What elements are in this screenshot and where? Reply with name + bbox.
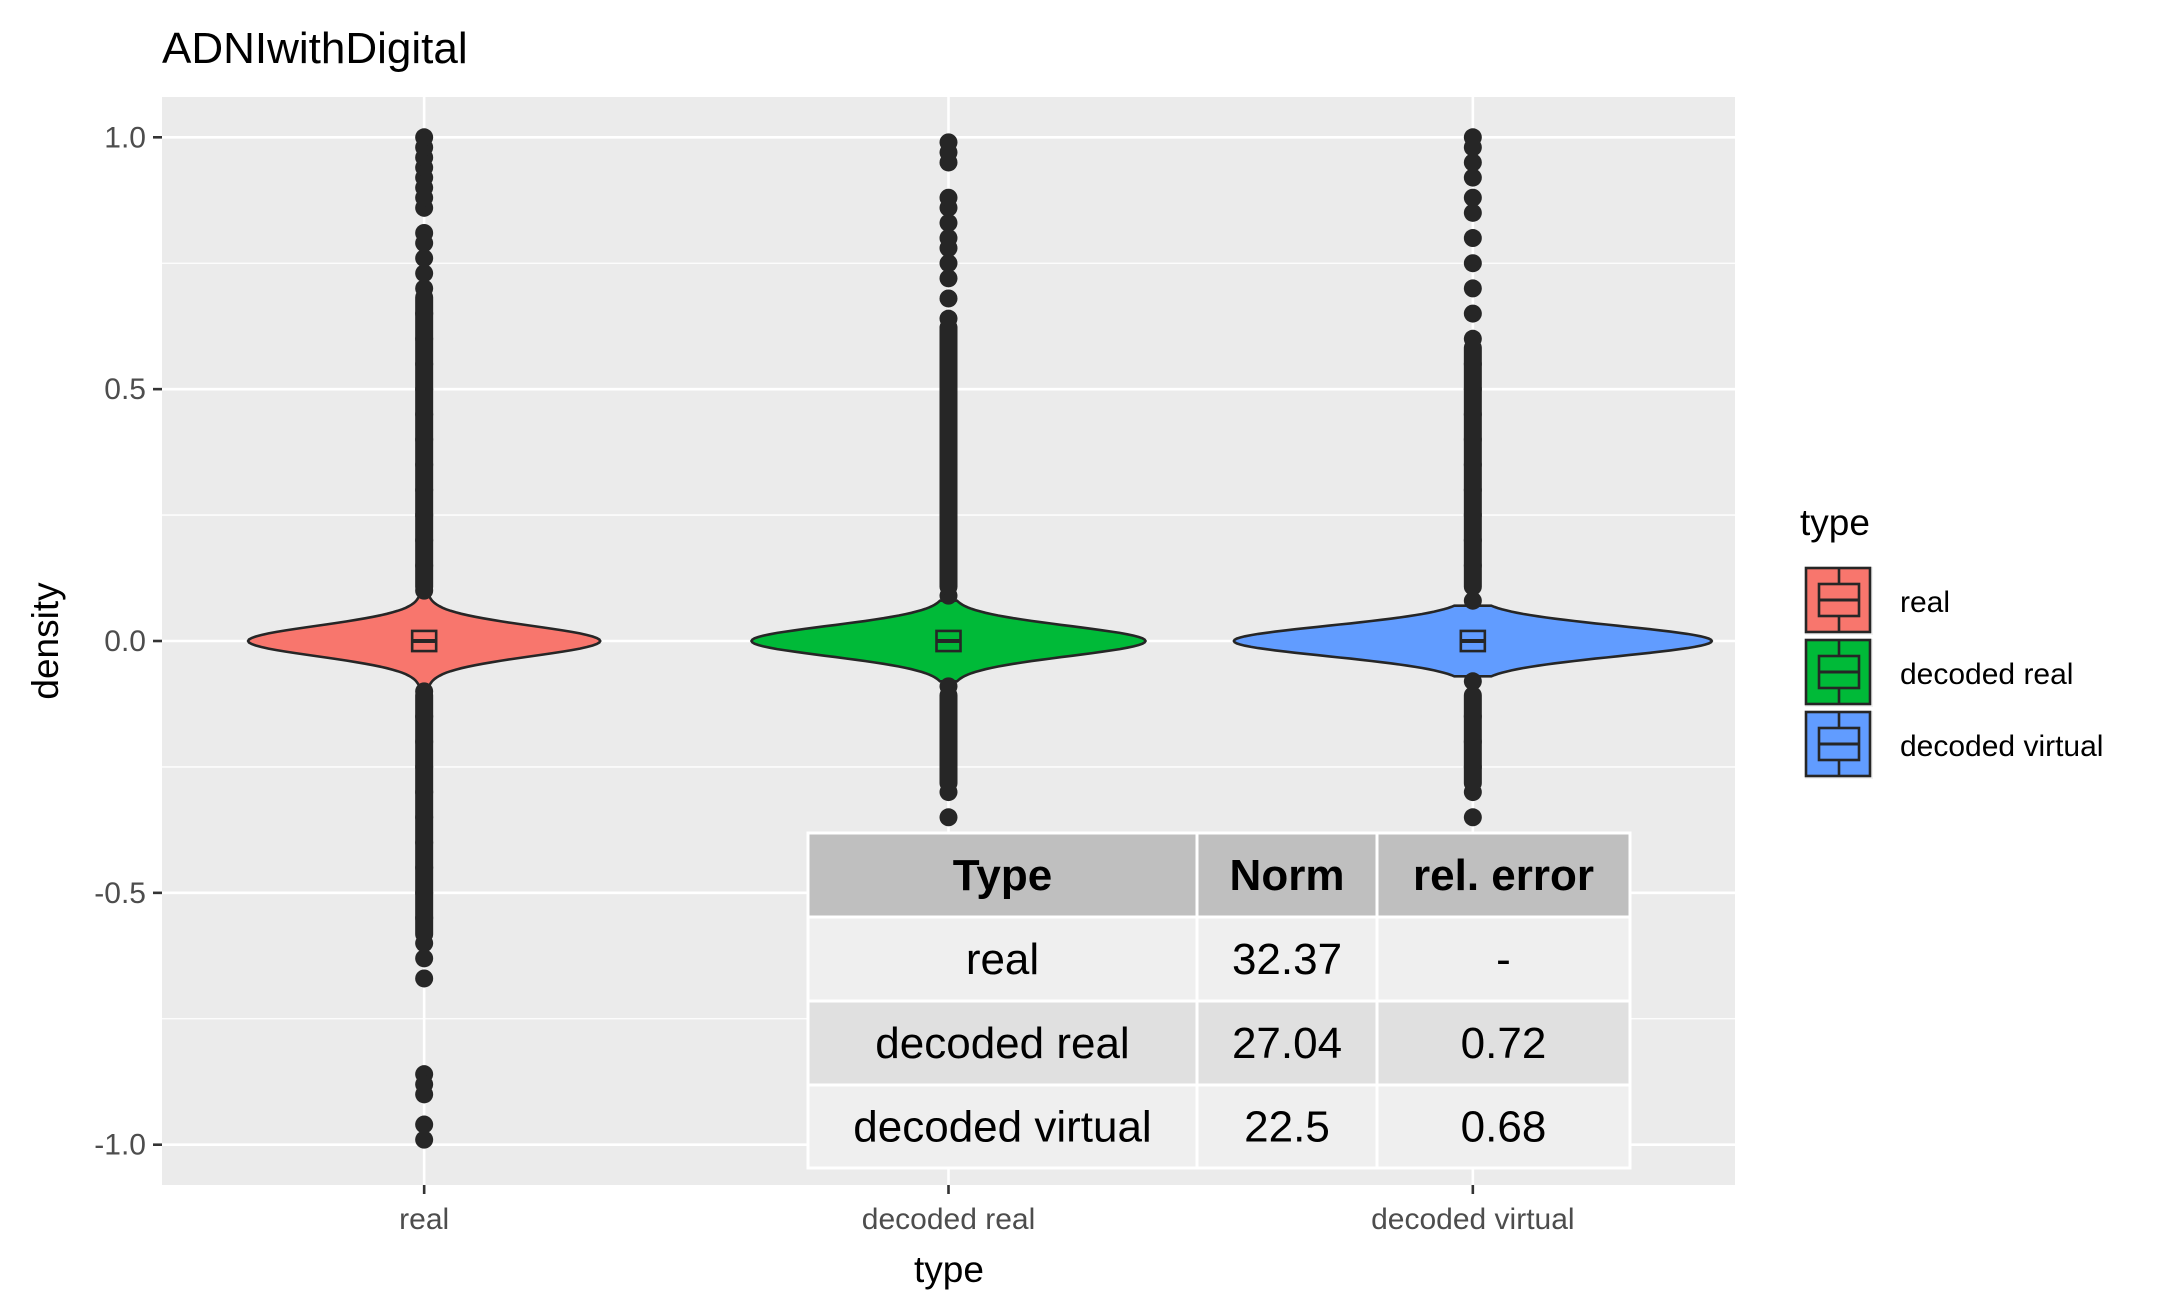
y-tick-label: 1.0 — [104, 121, 146, 154]
outlier-point — [415, 224, 434, 242]
legend-label: decoded virtual — [1900, 730, 2103, 763]
outlier-point — [1463, 128, 1482, 147]
outlier-point — [1463, 168, 1482, 187]
table-cell — [806, 1083, 1199, 1170]
y-axis-title: density — [25, 582, 66, 700]
table-cell — [806, 999, 1199, 1087]
outlier-point — [415, 249, 434, 268]
outlier-cluster — [939, 686, 958, 793]
outlier-cluster — [939, 318, 958, 596]
outlier-point — [939, 229, 958, 248]
legend-key — [1804, 566, 1872, 634]
outlier-point — [415, 1130, 434, 1149]
table-cell — [1195, 999, 1379, 1087]
table-cell-text: 0.68 — [1461, 1103, 1547, 1152]
table-cell-text: decoded real — [875, 1019, 1129, 1068]
legend-key — [1804, 710, 1872, 778]
table-header-cell — [1195, 831, 1379, 919]
legend: type real decoded real decoded virtual — [1800, 502, 2103, 779]
table-cell — [1375, 915, 1632, 1003]
outlier-point — [1463, 153, 1482, 172]
outlier-point — [415, 1085, 434, 1104]
table-cell-text: 32.37 — [1232, 935, 1342, 984]
x-tick-label: real — [399, 1203, 449, 1236]
y-axis: -1.0 -0.5 0.0 0.5 1.0 — [94, 121, 162, 1162]
table-cell — [1375, 999, 1632, 1087]
x-axis: real decoded real decoded virtual — [399, 1185, 1575, 1236]
outlier-point — [1463, 203, 1482, 222]
table-cell — [806, 915, 1199, 1003]
y-tick-label: -1.0 — [94, 1129, 146, 1162]
table-header-text: Norm — [1230, 851, 1345, 900]
outlier-point — [1463, 279, 1482, 298]
outlier-point — [1463, 304, 1482, 323]
y-tick-label: 0.0 — [104, 625, 146, 658]
table-cell-text: real — [966, 935, 1039, 984]
violin-group — [749, 133, 1148, 852]
outlier-point — [939, 213, 958, 232]
outlier-cluster — [1463, 686, 1482, 793]
outlier-point — [1463, 254, 1482, 273]
violin-group — [246, 128, 602, 1149]
table-header-text: Type — [953, 851, 1052, 900]
table-header-cell — [1375, 831, 1632, 919]
outlier-cluster — [415, 288, 434, 596]
x-tick-label: decoded virtual — [1371, 1203, 1574, 1236]
outlier-cluster — [415, 686, 434, 944]
x-axis-title: type — [914, 1249, 984, 1290]
y-tick-label: 0.5 — [104, 373, 146, 406]
outlier-point — [415, 264, 434, 283]
outlier-point — [415, 128, 434, 147]
outlier-point — [939, 269, 958, 288]
outlier-point — [939, 188, 958, 207]
table-cell-text: 27.04 — [1232, 1019, 1342, 1068]
outlier-point — [939, 808, 958, 827]
chart-title: ADNIwithDigital — [162, 24, 468, 73]
table-header-cell — [806, 831, 1199, 919]
outlier-point — [1463, 188, 1482, 207]
y-tick-label: -0.5 — [94, 877, 146, 910]
violins — [246, 128, 1714, 1149]
legend-title: type — [1800, 502, 1870, 543]
table-cell-text: 0.72 — [1461, 1019, 1547, 1068]
table-cell-text: decoded virtual — [853, 1103, 1151, 1152]
legend-label: real — [1900, 586, 1950, 619]
outlier-point — [1463, 229, 1482, 248]
outlier-point — [415, 949, 434, 968]
violin-group — [1232, 128, 1714, 852]
table-cell — [1195, 1083, 1379, 1170]
outlier-point — [1463, 808, 1482, 827]
outlier-point — [1463, 672, 1482, 691]
outlier-point — [1463, 591, 1482, 610]
outlier-point — [415, 969, 434, 988]
x-tick-label: decoded real — [862, 1203, 1035, 1236]
stats-table: Type Norm rel. error real 32.37 - decoded real… — [806, 831, 1632, 1170]
outlier-cluster — [1463, 338, 1482, 596]
outlier-point — [415, 1115, 434, 1134]
table-cell — [1375, 1083, 1632, 1170]
outlier-point — [939, 133, 958, 152]
table-cell-text: - — [1496, 935, 1511, 984]
table-header-text: rel. error — [1413, 851, 1594, 900]
legend-label: decoded real — [1900, 658, 2073, 691]
outlier-point — [939, 289, 958, 308]
outlier-point — [939, 254, 958, 273]
legend-key — [1804, 638, 1872, 706]
table-cell-text: 22.5 — [1244, 1103, 1330, 1152]
